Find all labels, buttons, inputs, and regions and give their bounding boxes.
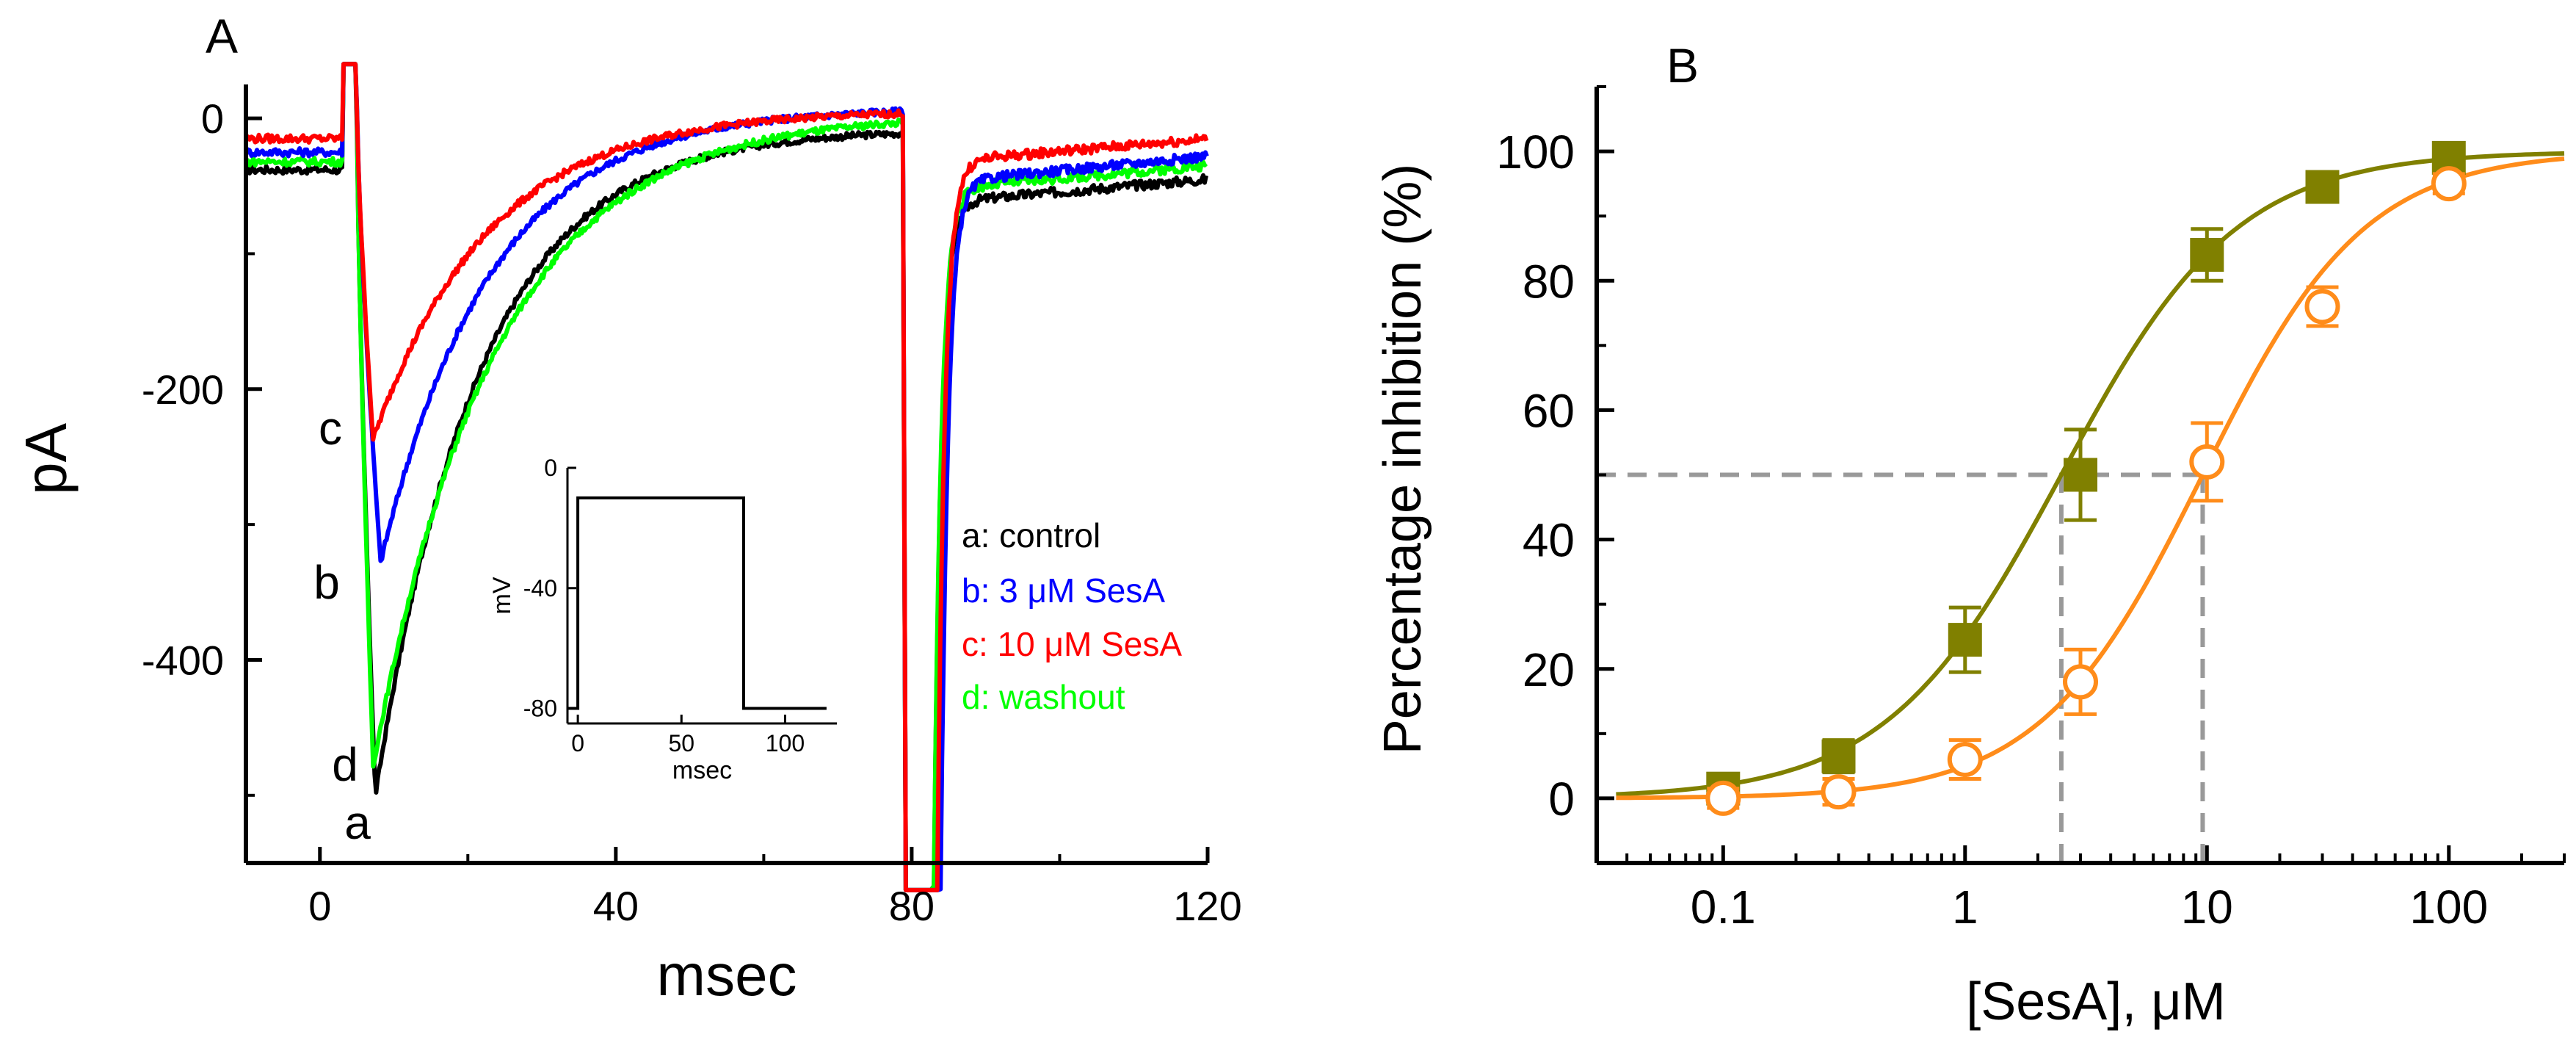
panel-b-x-tick-label: 100 — [2409, 881, 2488, 934]
panel-a-y-axis-label: pA — [13, 422, 79, 494]
panel-a-x-axis-label: msec — [656, 942, 797, 1008]
inset-x-tick-label: 0 — [571, 730, 584, 756]
data-point-circle — [2304, 289, 2340, 325]
panel-a-traces — [244, 62, 1209, 892]
data-point-circle — [1821, 774, 1857, 810]
panel-a-x-tick-label: 80 — [889, 883, 935, 929]
panel-a-x-tick-label: 120 — [1173, 883, 1241, 929]
panel-b-y-axis-label: Percentage inhibition (%) — [1374, 164, 1432, 754]
panel-a-legend: a: control b: 3 μM SesA c: 10 μM SesA d: wa… — [962, 516, 1182, 716]
panel-a-y-tick-label: -400 — [142, 637, 224, 683]
panel-b-axes: 0.1 1 10 100 0 20 40 60 80 100 — [1496, 85, 2566, 934]
panel-b-y-tick-label: 80 — [1523, 255, 1575, 308]
panel-b-y-tick-label: 100 — [1496, 126, 1575, 178]
panel-a-letter: A — [206, 9, 238, 63]
trace-d-line — [245, 62, 1208, 892]
data-point-square — [2305, 170, 2340, 204]
panel-b-y-tick-label: 20 — [1523, 643, 1575, 696]
panel-b: B 0.1 1 10 100 0 20 40 60 80 100 [SesA], μM Perce… — [1374, 38, 2566, 1031]
panel-b-x-tick-label: 10 — [2181, 881, 2233, 934]
legend-entry: b: 3 μM SesA — [962, 571, 1165, 610]
legend-entry: c: 10 μM SesA — [962, 625, 1182, 663]
trace-label-a: a — [344, 796, 371, 849]
legend-entry: a: control — [962, 516, 1100, 555]
data-point-square — [2064, 458, 2097, 492]
panel-a-y-tick-label: 0 — [201, 95, 224, 142]
data-point-circle — [2189, 444, 2225, 480]
data-point-circle — [1705, 780, 1741, 816]
panel-b-y-tick-label: 40 — [1523, 514, 1575, 567]
legend-entry: d: washout — [962, 678, 1125, 716]
data-point-square — [1948, 623, 1982, 657]
panel-b-data-points — [1705, 140, 2467, 816]
inset-y-tick-label: -40 — [523, 575, 557, 602]
trace-label-c: c — [319, 402, 342, 455]
panel-b-reference-lines — [1597, 472, 2205, 863]
inset-x-tick-label: 100 — [766, 730, 805, 756]
inset-y-tick-label: 0 — [544, 455, 557, 481]
panel-b-y-tick-label: 60 — [1523, 384, 1575, 437]
inset-y-axis-label: mV — [488, 577, 516, 614]
panel-b-x-tick-label: 1 — [1952, 881, 1978, 934]
data-point-square — [2190, 238, 2224, 272]
panel-b-x-tick-label: 0.1 — [1691, 881, 1756, 934]
panel-a-inset: 0 50 100 0 -40 -80 msec mV — [488, 455, 837, 784]
inset-y-tick-label: -80 — [523, 696, 557, 722]
panel-b-x-axis-label: [SesA], μM — [1966, 972, 2226, 1031]
panel-a-trace-labels: a b c d — [313, 402, 371, 849]
trace-label-b: b — [313, 556, 340, 609]
panel-b-y-tick-label: 0 — [1548, 773, 1575, 826]
data-point-circle — [2431, 166, 2467, 202]
panel-a-x-tick-label: 0 — [308, 883, 331, 929]
trace-label-d: d — [332, 738, 358, 791]
inset-voltage-trace — [567, 496, 827, 710]
panel-a-y-tick-label: -200 — [142, 366, 224, 413]
inset-x-tick-label: 50 — [668, 730, 694, 756]
fit-curve-squares — [1616, 151, 2565, 797]
panel-a-x-tick-label: 40 — [593, 883, 639, 929]
trace-c-line — [244, 62, 1209, 892]
data-point-square — [1821, 739, 1856, 773]
data-point-circle — [2063, 664, 2098, 700]
data-point-circle — [1947, 742, 1983, 778]
panel-b-letter: B — [1666, 38, 1699, 93]
inset-x-axis-label: msec — [672, 756, 732, 784]
